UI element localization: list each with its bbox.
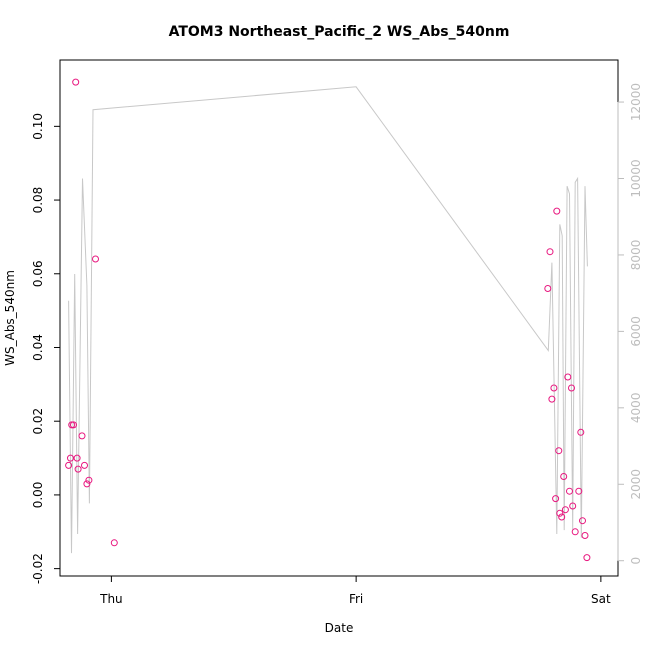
y2-axis: 0 2000 4000 6000 8000 10000 12000: [617, 83, 643, 565]
y2-tick-label: 8000: [629, 240, 643, 271]
y-tick-label: 0.08: [31, 187, 45, 214]
y2-tick-label: 12000: [629, 83, 643, 121]
y-axis: -0.02 0.00 0.02 0.04 0.06 0.08 0.10: [31, 113, 61, 584]
data-point: [550, 384, 558, 392]
y2-tick-label: 0: [629, 557, 643, 565]
y-tick-label: 0.00: [31, 482, 45, 509]
x-axis-label: Date: [325, 621, 354, 635]
data-point: [552, 495, 560, 503]
data-point: [73, 454, 81, 462]
altitude-line: [68, 86, 588, 554]
data-point: [544, 285, 552, 292]
data-point: [558, 513, 566, 521]
data-point: [92, 255, 99, 263]
data-point: [556, 509, 564, 517]
data-point: [568, 384, 575, 392]
x-tick-label: Sat: [591, 592, 611, 606]
data-point: [553, 207, 561, 215]
y-tick-label: 0.06: [31, 260, 45, 287]
y2-tick-label: 2000: [629, 469, 643, 500]
data-point: [577, 428, 585, 436]
data-point: [564, 373, 572, 381]
data-point: [74, 465, 82, 473]
data-point: [83, 480, 91, 488]
data-point: [566, 487, 573, 495]
data-point: [579, 517, 586, 525]
plot-frame: [59, 59, 619, 577]
data-point: [555, 447, 563, 455]
data-point: [561, 506, 569, 514]
data-point: [72, 78, 80, 86]
data-point: [548, 395, 556, 403]
data-point: [78, 432, 86, 440]
data-point: [571, 528, 579, 536]
data-points-layer: [65, 78, 591, 562]
y2-tick-label: 6000: [629, 316, 643, 347]
y-tick-label: 0.10: [31, 113, 45, 140]
data-point: [67, 454, 74, 462]
data-point: [560, 473, 568, 480]
data-point: [581, 532, 589, 539]
x-axis: Thu Fri Sat: [99, 575, 611, 606]
data-point: [65, 461, 73, 469]
y-tick-label: 0.02: [31, 408, 45, 435]
altitude-line-layer: [68, 86, 588, 554]
y2-tick-label: 4000: [629, 393, 643, 424]
data-point: [569, 502, 577, 510]
x-tick-label: Thu: [99, 592, 123, 606]
y-tick-label: 0.04: [31, 334, 45, 361]
y2-tick-label: 10000: [629, 159, 643, 197]
y-axis-label: WS_Abs_540nm: [3, 270, 17, 366]
data-point: [110, 539, 118, 547]
data-point: [546, 248, 554, 256]
data-point: [575, 487, 583, 495]
data-point: [583, 554, 591, 562]
data-point: [70, 421, 77, 429]
data-point: [85, 476, 93, 484]
data-point: [81, 461, 88, 469]
y-tick-label: -0.02: [31, 553, 45, 584]
x-tick-label: Fri: [349, 592, 363, 606]
chart-title: ATOM3 Northeast_Pacific_2 WS_Abs_540nm: [169, 24, 510, 40]
